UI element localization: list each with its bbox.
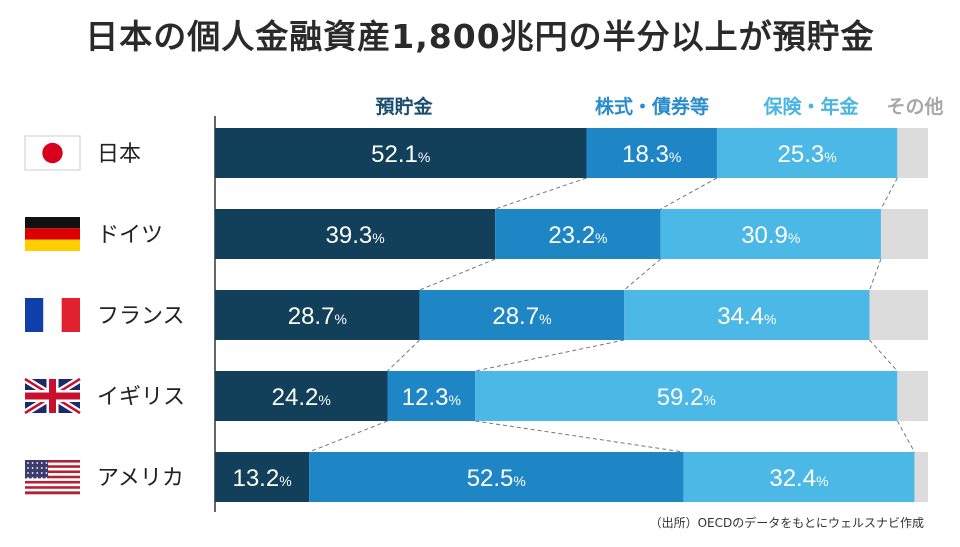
data-label: 59.2% bbox=[657, 384, 716, 411]
bar-segment-other bbox=[897, 128, 928, 178]
legend-label: その他 bbox=[886, 95, 943, 118]
bar-segment-stocks-bonds bbox=[387, 371, 476, 421]
data-label: 25.3% bbox=[778, 141, 837, 168]
data-label: 30.9% bbox=[741, 222, 800, 249]
bar-segment-insurance-pension bbox=[716, 128, 898, 178]
connector-line bbox=[387, 339, 420, 372]
connector-line bbox=[475, 339, 625, 372]
data-label: 12.3% bbox=[402, 384, 461, 411]
data-label: 13.2% bbox=[232, 465, 291, 492]
connector-line bbox=[419, 258, 496, 291]
connector-line bbox=[896, 420, 915, 453]
bar-segment-savings bbox=[215, 209, 496, 259]
flag-japan-icon bbox=[24, 135, 81, 171]
category-label: イギリス bbox=[97, 385, 185, 410]
connector-line bbox=[869, 258, 882, 291]
bar-segment-insurance-pension bbox=[660, 209, 881, 259]
bar-segment-savings bbox=[215, 452, 310, 502]
connector-line bbox=[869, 339, 898, 372]
bar-segment-other bbox=[880, 209, 928, 259]
bar-segment-other bbox=[897, 371, 928, 421]
legend-label: 株式・債券等 bbox=[595, 95, 709, 118]
data-label: 23.2% bbox=[548, 222, 607, 249]
bar-segment-stocks-bonds bbox=[586, 128, 717, 178]
data-label: 32.4% bbox=[769, 465, 828, 492]
data-label: 28.7% bbox=[288, 303, 347, 330]
legend-label: 預貯金 bbox=[375, 95, 433, 118]
connector-line bbox=[660, 177, 718, 210]
data-label: 24.2% bbox=[272, 384, 331, 411]
data-label: 18.3% bbox=[622, 141, 681, 168]
source-note: （出所）OECDのデータをもとにウェルスナビ作成 bbox=[649, 516, 924, 530]
flag-usa-icon bbox=[25, 460, 80, 495]
bar-segment-other bbox=[869, 290, 928, 340]
bar-segment-savings bbox=[215, 371, 388, 421]
category-label: アメリカ bbox=[97, 466, 184, 491]
category-label: 日本 bbox=[97, 142, 141, 167]
chart-title: 日本の個人金融資産1,800兆円の半分以上が預貯金 bbox=[85, 17, 875, 56]
connector-line bbox=[880, 177, 898, 210]
bar-segment-insurance-pension bbox=[683, 452, 915, 502]
data-label: 52.1% bbox=[371, 141, 430, 168]
bar-segment-stocks-bonds bbox=[419, 290, 625, 340]
data-label: 39.3% bbox=[326, 222, 385, 249]
connector-line bbox=[308, 420, 388, 453]
category-label: フランス bbox=[97, 304, 185, 329]
bar-segment-stocks-bonds bbox=[495, 209, 661, 259]
flag-france-icon bbox=[25, 298, 80, 332]
connector-line bbox=[623, 258, 661, 291]
bar-segment-savings bbox=[215, 128, 587, 178]
data-label: 52.5% bbox=[467, 465, 526, 492]
legend-label: 保険・年金 bbox=[762, 95, 859, 118]
connector-line bbox=[475, 420, 684, 453]
data-label: 28.7% bbox=[492, 303, 551, 330]
bar-segment-stocks-bonds bbox=[309, 452, 684, 502]
connector-line bbox=[495, 177, 587, 210]
bar-segment-insurance-pension bbox=[624, 290, 870, 340]
flag-germany-icon bbox=[25, 217, 80, 251]
bar-segment-savings bbox=[215, 290, 420, 340]
flag-uk-icon bbox=[23, 376, 82, 416]
bar-segment-other bbox=[914, 452, 928, 502]
bar-segment-insurance-pension bbox=[475, 371, 898, 421]
data-label: 34.4% bbox=[717, 303, 776, 330]
category-label: ドイツ bbox=[97, 223, 163, 248]
